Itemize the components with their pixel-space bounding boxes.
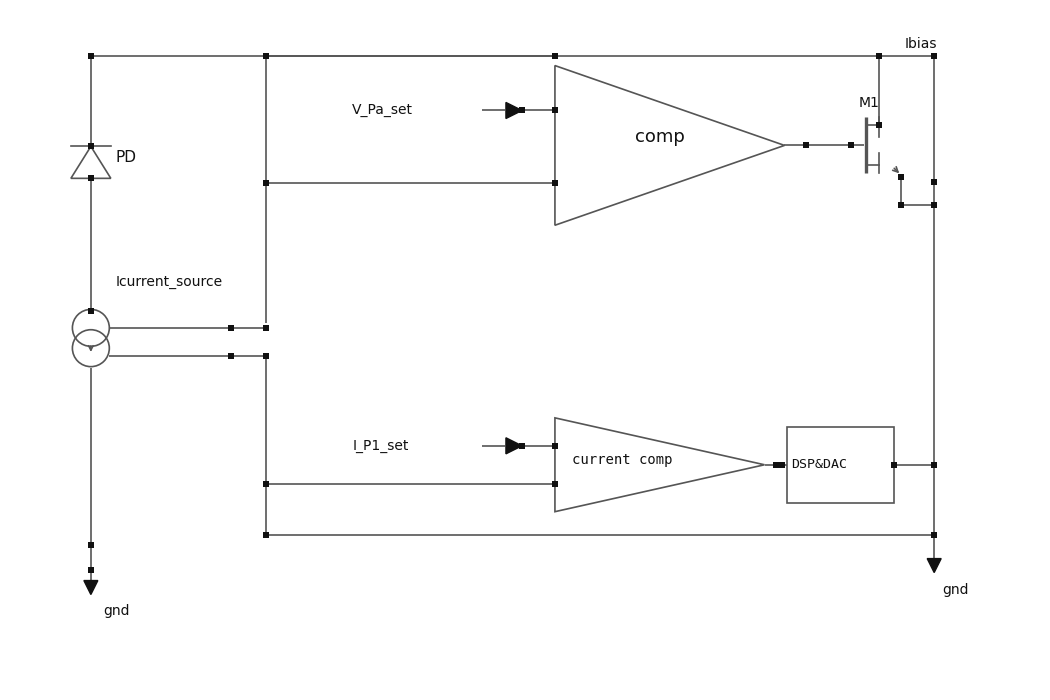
Text: M1: M1 <box>858 97 879 111</box>
Bar <box>788 427 895 503</box>
Polygon shape <box>506 438 522 454</box>
Text: gnd: gnd <box>103 605 129 619</box>
Text: V_Pa_set: V_Pa_set <box>353 104 414 118</box>
Polygon shape <box>84 580 98 594</box>
Text: comp: comp <box>635 128 685 146</box>
Text: PD: PD <box>116 150 136 165</box>
Text: I_P1_set: I_P1_set <box>353 439 408 453</box>
Text: Ibias: Ibias <box>904 36 937 50</box>
Text: current comp: current comp <box>572 453 672 467</box>
Text: DSP&DAC: DSP&DAC <box>792 458 847 471</box>
Text: Icurrent_source: Icurrent_source <box>116 275 223 289</box>
Polygon shape <box>506 102 522 118</box>
Text: gnd: gnd <box>942 582 969 596</box>
Polygon shape <box>927 559 941 573</box>
